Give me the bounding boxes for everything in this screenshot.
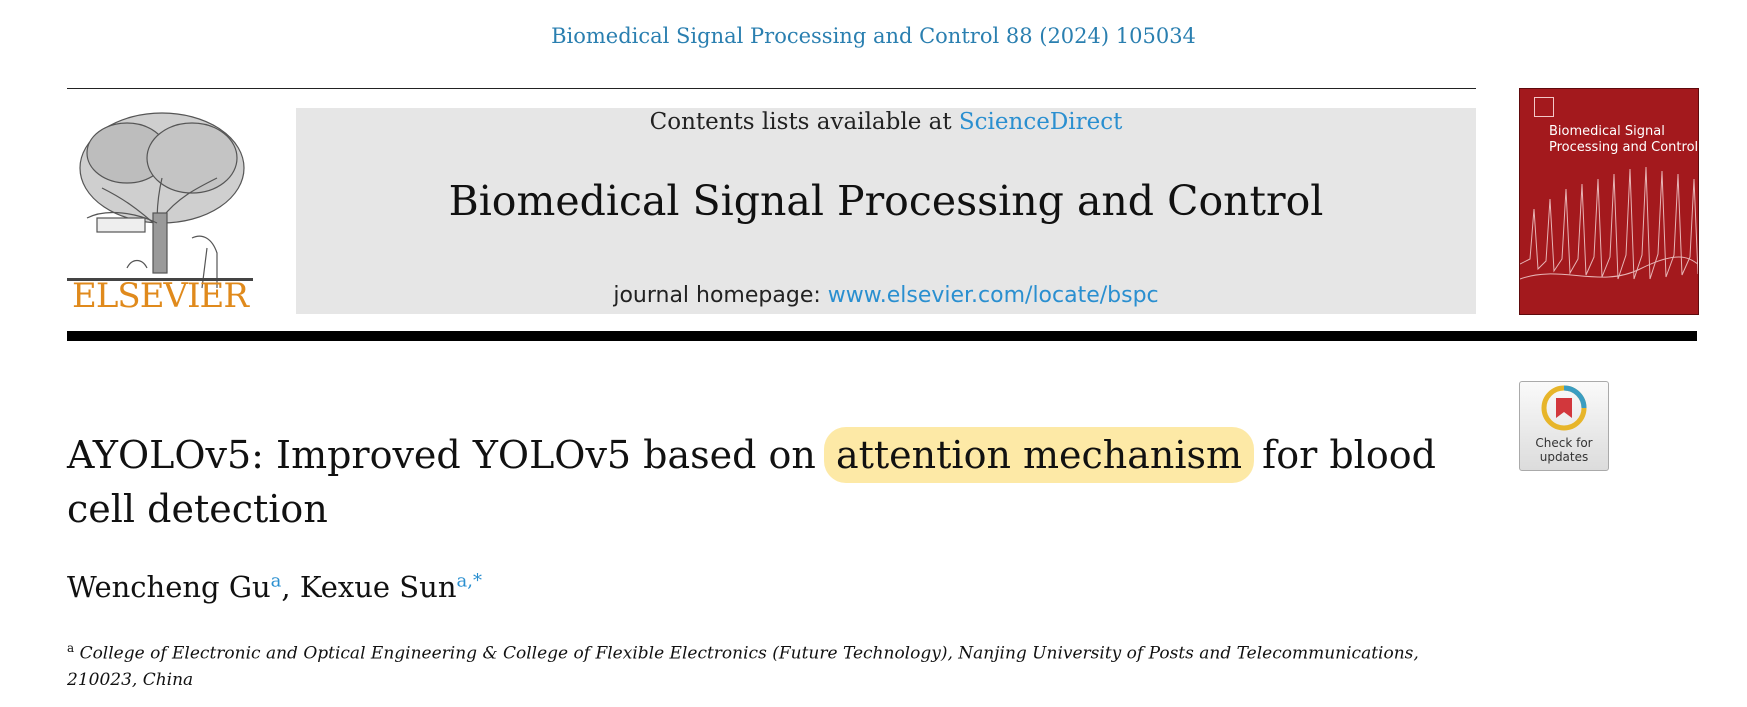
author-affiliation-marker[interactable]: a,* — [456, 570, 482, 592]
bookmark-icon — [1541, 385, 1587, 431]
elsevier-tree-logo — [67, 112, 253, 289]
check-for-updates-button[interactable] — [1519, 381, 1609, 471]
header-rule — [67, 88, 1476, 89]
masthead-banner — [296, 108, 1476, 314]
journal-cover[interactable] — [1519, 88, 1699, 315]
contents-prefix: Contents lists available at — [649, 109, 959, 135]
affiliation-text: College of Electronic and Optical Engine… — [67, 643, 1419, 690]
author-affiliation-marker[interactable]: a — [270, 570, 282, 592]
title-part-2: for blood cell detection — [67, 433, 1436, 531]
highlighted-phrase[interactable]: attention mechanism — [823, 427, 1255, 483]
contents-line: Contents lists available at ScienceDirec… — [296, 109, 1476, 135]
author-name[interactable]: Wencheng Gu — [67, 570, 271, 604]
author-list: Wencheng Gua, Kexue Suna,* — [67, 570, 482, 604]
masthead-rule — [67, 331, 1697, 341]
author-separator: , — [281, 570, 300, 604]
affiliation: a College of Electronic and Optical Engi… — [67, 635, 1467, 693]
journal-citation[interactable]: Biomedical Signal Processing and Control… — [551, 24, 1196, 48]
affiliation-marker: a — [67, 641, 75, 655]
author-name[interactable]: Kexue Sun — [299, 570, 457, 604]
homepage-prefix: journal homepage: — [613, 283, 828, 308]
cover-signal-graphic — [1520, 166, 1698, 280]
sciencedirect-link[interactable]: ScienceDirect — [958, 109, 1123, 135]
article-title: AYOLOv5: Improved YOLOv5 based on attent… — [67, 427, 1487, 536]
check-for-updates-label: Check for updates — [1535, 436, 1593, 464]
title-part-1: AYOLOv5: Improved YOLOv5 based on — [67, 433, 828, 477]
publisher-wordmark[interactable]: ELSEVIER — [72, 276, 249, 316]
homepage-line: journal homepage: www.elsevier.com/locat… — [296, 283, 1476, 308]
journal-name[interactable]: Biomedical Signal Processing and Control — [448, 177, 1324, 225]
homepage-link[interactable]: www.elsevier.com/locate/bspc — [827, 283, 1159, 308]
cover-title: Biomedical Signal Processing and Control — [1549, 124, 1699, 155]
cover-publisher-icon — [1534, 97, 1554, 117]
